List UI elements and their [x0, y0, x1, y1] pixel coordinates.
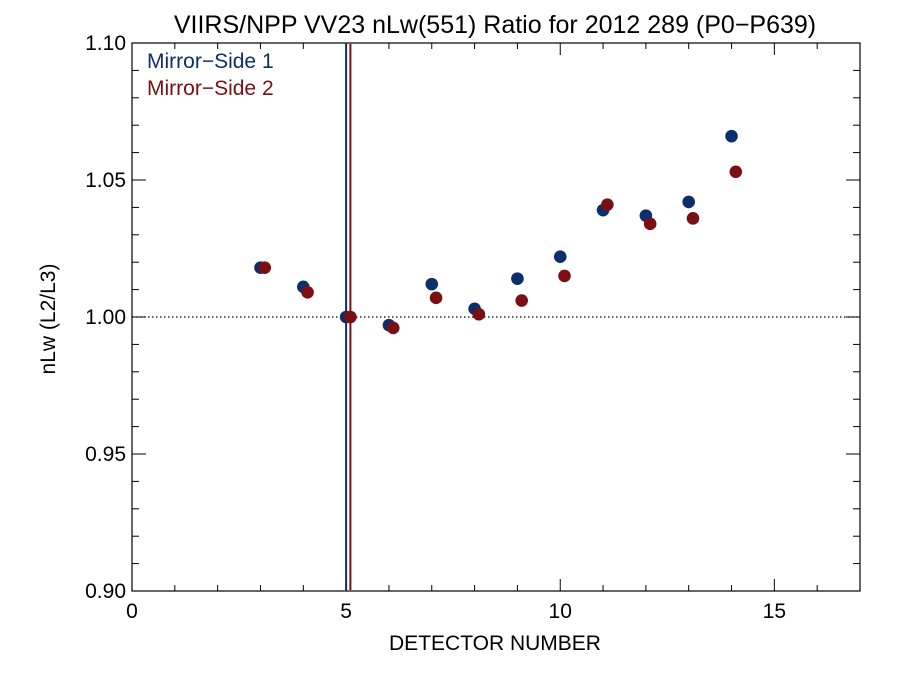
data-point	[258, 261, 272, 274]
y-tick-label: 1.00	[85, 306, 126, 329]
data-point	[344, 310, 357, 324]
data-point	[725, 129, 738, 143]
data-point	[686, 212, 700, 225]
x-tick-label: 15	[763, 600, 786, 623]
data-point	[682, 195, 696, 209]
x-tick-label: 0	[126, 600, 138, 623]
y-tick-label: 1.10	[85, 32, 126, 55]
data-point	[515, 294, 528, 307]
data-point	[558, 269, 571, 283]
data-point	[601, 198, 614, 211]
y-axis-label: nLw (L2/L3)	[37, 264, 60, 375]
data-point	[301, 286, 314, 299]
data-point	[472, 307, 486, 321]
x-tick-label: 10	[549, 600, 572, 623]
chart-title: VIIRS/NPP VV23 nLw(551) Ratio for 2012 2…	[174, 11, 816, 39]
data-point	[643, 217, 657, 231]
legend-entry: Mirror−Side 2	[147, 77, 274, 100]
y-tick-label: 0.95	[85, 443, 126, 466]
data-point	[553, 250, 567, 264]
data-point	[429, 291, 443, 305]
legend-entry: Mirror−Side 1	[147, 50, 274, 73]
data-point	[729, 165, 743, 179]
plot-area: 0 5 10 15 0.90 0.95 1.00 1.05 1.10 Mirror−Side 1 M…	[85, 32, 861, 623]
x-tick-label: 5	[340, 600, 352, 623]
data-point	[386, 321, 400, 335]
y-tick-label: 0.90	[85, 580, 126, 603]
data-point	[511, 272, 524, 285]
x-axis-label: DETECTOR NUMBER	[389, 632, 601, 655]
data-point	[425, 277, 439, 291]
y-tick-label: 1.05	[85, 169, 126, 192]
